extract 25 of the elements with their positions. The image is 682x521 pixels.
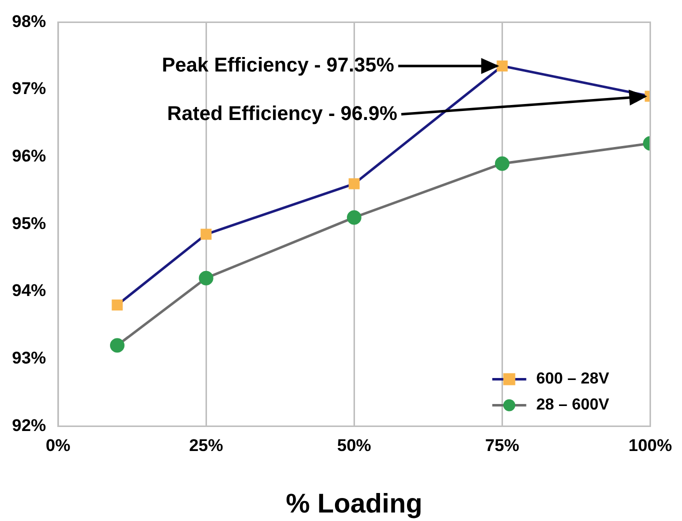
y-tick-label: 97% [12,79,46,98]
legend-label: 28 – 600V [536,396,610,414]
point [346,210,362,225]
y-tick-label: 93% [12,348,46,368]
point [110,338,124,353]
y-tick-label: 92% [12,416,46,435]
x-tick-label: 0% [46,436,70,456]
y-tick-label: 94% [12,281,46,300]
annotation: Peak Efficiency - 97.35% [162,54,394,76]
x-tick-label: 100% [628,436,672,456]
annotation: Rated Efficiency - 96.9% [167,102,398,125]
x-tick-label: 25% [189,436,224,456]
point [348,178,360,190]
point [494,156,510,171]
point [198,270,214,286]
y-tick-label: 96% [12,146,46,166]
point [112,300,123,310]
x-tick-label: 75% [485,436,520,456]
y-tick-label: 98% [12,12,46,31]
legend-label: 600 – 28V [536,370,610,388]
point [496,60,508,72]
x-axis-title: % Loading [286,488,422,518]
x-tick-label: 50% [337,436,372,456]
point [200,228,212,240]
y-tick-label: 95% [12,214,46,233]
